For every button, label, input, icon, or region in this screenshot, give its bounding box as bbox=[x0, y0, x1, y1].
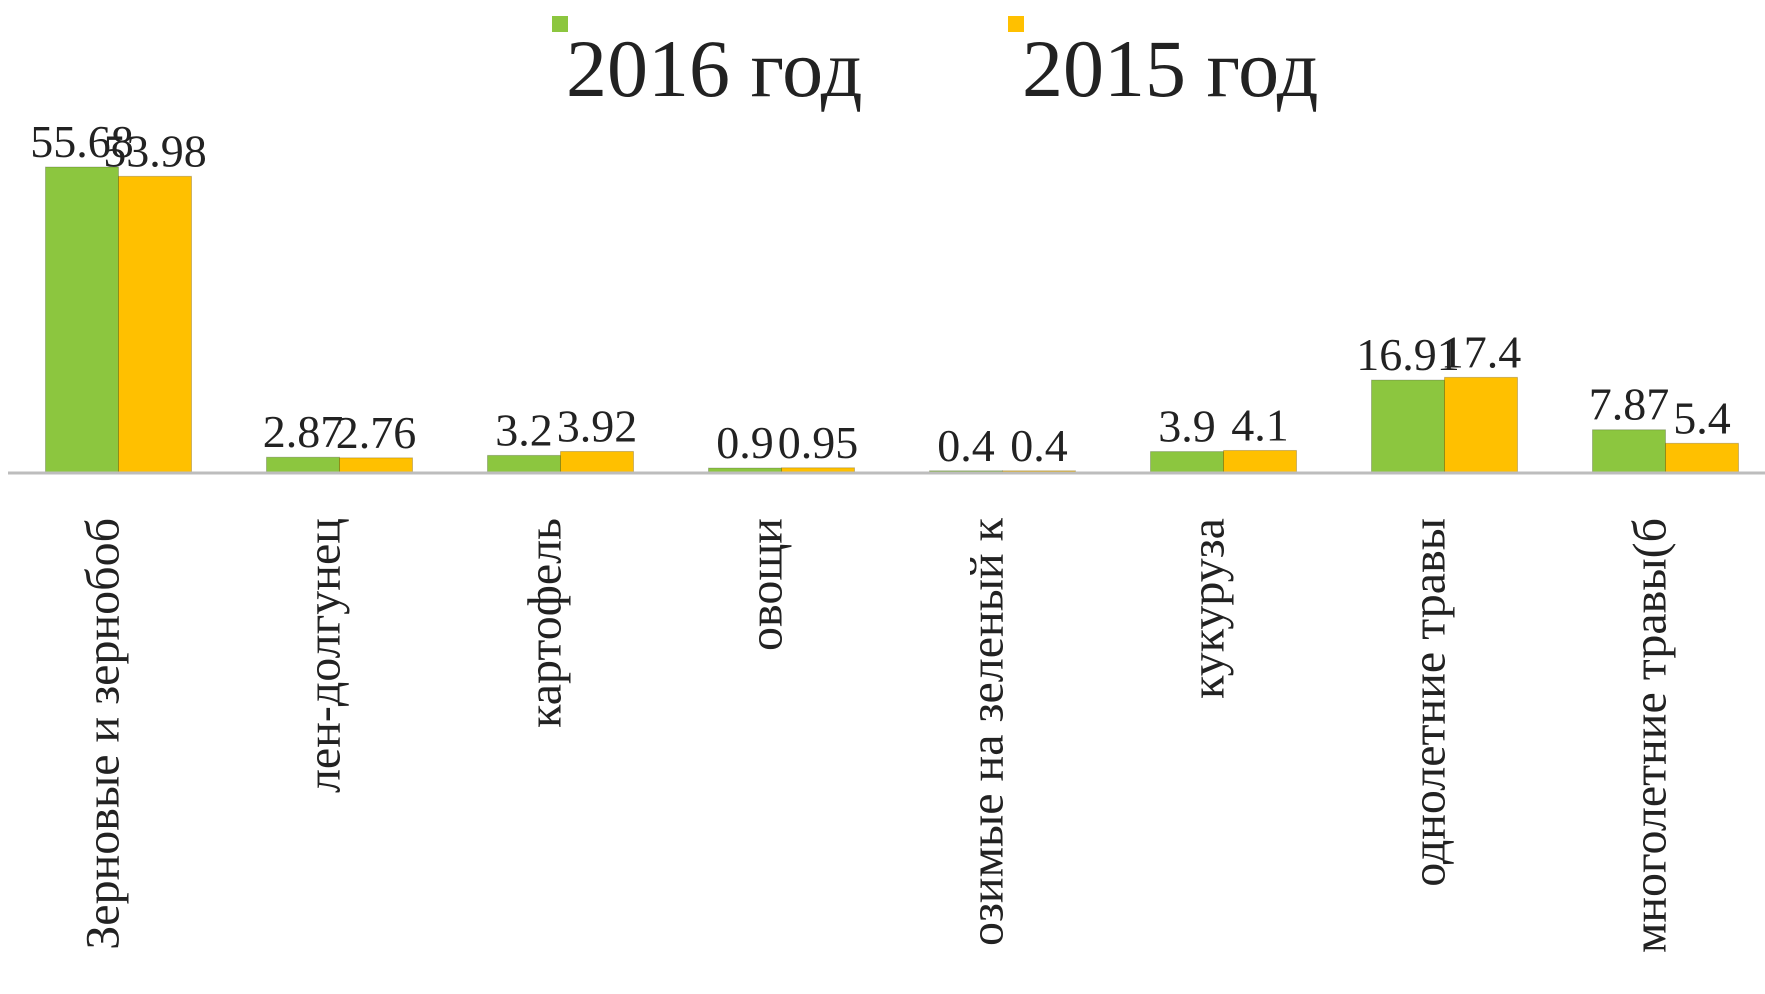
bar bbox=[266, 456, 340, 474]
x-tick-label: Зерновые и зернобоб bbox=[77, 518, 130, 950]
legend-label: 2015 год bbox=[1022, 23, 1318, 114]
data-label: 7.87 bbox=[1589, 379, 1670, 430]
legend-swatch bbox=[1008, 16, 1024, 32]
data-label: 2.76 bbox=[336, 407, 417, 458]
data-label: 17.4 bbox=[1441, 326, 1522, 377]
x-tick-label: овощи bbox=[740, 518, 793, 651]
data-label: 3.2 bbox=[495, 404, 553, 455]
legend-swatch bbox=[552, 16, 568, 32]
data-label: 3.92 bbox=[557, 400, 638, 451]
data-label: 0.95 bbox=[778, 417, 859, 468]
x-tick-label: картофель bbox=[519, 518, 572, 728]
data-label: 4.1 bbox=[1231, 399, 1289, 450]
bar bbox=[1444, 376, 1518, 474]
bar bbox=[487, 454, 561, 474]
data-label: 16.91 bbox=[1356, 329, 1460, 380]
x-tick-label: однолетние травы bbox=[1403, 518, 1456, 887]
data-label: 5.4 bbox=[1673, 392, 1731, 443]
data-label: 3.9 bbox=[1158, 401, 1216, 452]
data-label: 0.9 bbox=[716, 417, 774, 468]
data-label: 53.98 bbox=[103, 125, 207, 176]
x-tick-label: лен-долгунец bbox=[298, 518, 351, 793]
x-tick-label: многолетние травы(б bbox=[1624, 518, 1677, 953]
data-label: 2.87 bbox=[263, 406, 344, 457]
x-tick-label: кукуруза bbox=[1182, 518, 1235, 699]
bar bbox=[560, 450, 634, 474]
bar bbox=[339, 457, 413, 474]
data-label: 0.4 bbox=[937, 420, 995, 471]
bar bbox=[1150, 451, 1224, 474]
data-label: 0.4 bbox=[1010, 420, 1068, 471]
bar bbox=[1665, 442, 1739, 474]
bar bbox=[1223, 449, 1297, 474]
legend-label: 2016 год bbox=[566, 23, 862, 114]
bar bbox=[118, 175, 192, 474]
x-tick-label: озимые на зеленый к bbox=[961, 517, 1014, 946]
bar bbox=[1592, 429, 1666, 474]
data-label: 55.68 bbox=[30, 116, 134, 167]
bar bbox=[1371, 379, 1445, 474]
bar bbox=[45, 166, 119, 474]
